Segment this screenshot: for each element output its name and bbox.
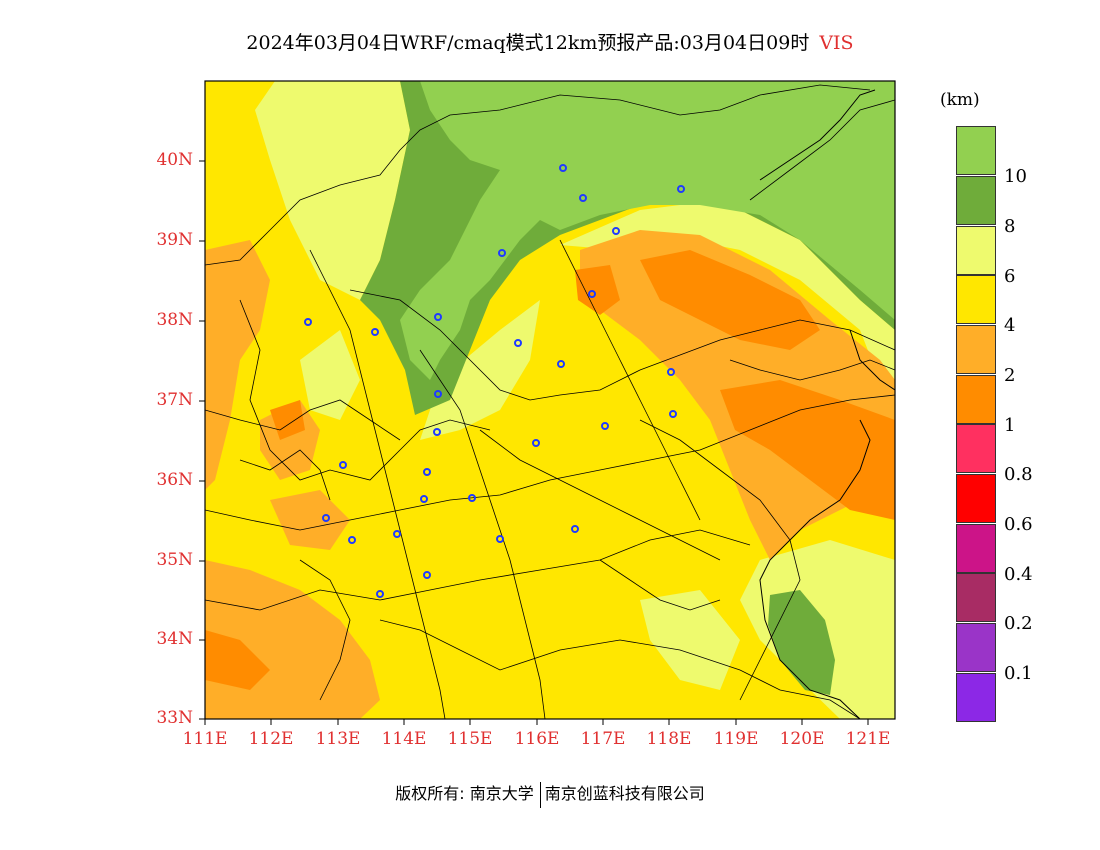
legend-label-6: 6 [1004,266,1016,287]
lon-label-114e: 114E [381,729,427,749]
legend-swatch-10 [956,623,996,672]
legend-label-0-4: 0.4 [1004,564,1033,585]
legend-swatch-7 [956,474,996,523]
legend-label-0-8: 0.8 [1004,464,1033,485]
lon-label-111e: 111E [182,729,228,749]
field-1-2-north-plain [575,265,620,315]
station-marker-icon [588,290,596,298]
station-marker-icon [371,328,379,336]
lat-label-38n: 38N [156,310,193,330]
field-6-8-north [255,81,410,300]
lon-label-117e: 117E [580,729,626,749]
coastline [759,89,895,719]
legend-label-0-1: 0.1 [1004,663,1033,684]
station-marker-icon [434,390,442,398]
map-frame [204,80,896,720]
station-marker-icon [496,535,504,543]
station-marker-icon [376,590,384,598]
station-marker-icon [532,439,540,447]
station-marker-icon [423,468,431,476]
lat-label-40n: 40N [156,150,193,170]
chart-title: 2024年03月04日WRF/cmaq模式12km预报产品:03月04日09时 V… [0,28,1100,55]
lat-label-33n: 33N [156,708,193,728]
lon-label-121e: 121E [845,729,891,749]
lon-label-118e: 118E [646,729,692,749]
legend-label-0-6: 0.6 [1004,514,1033,535]
station-marker-icon [667,368,675,376]
legend-label-8: 8 [1004,216,1016,237]
station-marker-icon [393,530,401,538]
legend-label-10: 10 [1004,166,1027,187]
station-marker-icon [423,571,431,579]
station-marker-icon [468,494,476,502]
station-marker-icon [677,185,685,193]
station-marker-icon [420,495,428,503]
lat-label-35n: 35N [156,550,193,570]
legend-swatch-4 [956,325,996,374]
station-marker-icon [434,313,442,321]
legend-swatch-3 [956,275,996,324]
field-10-north [400,81,895,380]
station-marker-icon [348,536,356,544]
lon-label-112e: 112E [248,729,294,749]
footer-divider [539,781,541,808]
copyright-footer: 版权所有: 南京大学 南京创蓝科技有限公司 [0,780,1100,808]
legend-swatch-2 [956,226,996,275]
legend-swatch-11 [956,673,996,722]
station-markers [304,164,685,598]
station-marker-icon [557,360,565,368]
station-marker-icon [514,339,522,347]
boundary-lines [205,84,895,719]
field-6-8-south [640,590,740,690]
legend-label-4: 4 [1004,315,1016,336]
station-marker-icon [601,422,609,430]
company-text: 南京创蓝科技有限公司 [544,784,705,803]
lat-label-37n: 37N [156,390,193,410]
station-marker-icon [498,249,506,257]
title-variable: VIS [819,32,854,54]
field-6-8-west [300,330,360,420]
visibility-field [205,81,895,719]
station-marker-icon [571,525,579,533]
legend-label-1: 1 [1004,415,1016,436]
legend-swatch-9 [956,573,996,622]
field-6-8-northeast [560,200,895,420]
lat-label-34n: 34N [156,629,193,649]
legend-unit: (km) [940,90,980,110]
legend-swatch-5 [956,375,996,424]
field-2-4-midwest [270,490,350,550]
lat-label-36n: 36N [156,470,193,490]
lon-label-120e: 120E [779,729,825,749]
legend-swatch-8 [956,524,996,573]
legend-label-2: 2 [1004,365,1016,386]
field-1-2-shandong [720,380,895,520]
title-text: 2024年03月04日WRF/cmaq模式12km预报产品:03月04日09时 [246,32,810,54]
lon-label-115e: 115E [447,729,493,749]
axis-ticks [199,160,869,725]
lon-label-116e: 116E [514,729,560,749]
station-marker-icon [322,514,330,522]
field-2-4-west [205,240,270,490]
station-marker-icon [559,164,567,172]
legend-swatch-1 [956,176,996,225]
station-marker-icon [433,428,441,436]
legend-label-0-2: 0.2 [1004,613,1033,634]
station-marker-icon [304,318,312,326]
field-1-2-bohai [640,250,820,350]
station-marker-icon [669,410,677,418]
lon-label-113e: 113E [315,729,361,749]
lon-label-119e: 119E [713,729,759,749]
station-marker-icon [579,194,587,202]
station-marker-icon [339,461,347,469]
legend-swatch-6 [956,424,996,473]
lat-label-39n: 39N [156,230,193,250]
copyright-text: 版权所有: 南京大学 [395,784,534,803]
station-marker-icon [612,227,620,235]
field-8-10-south [768,590,835,695]
field-1-2-southwest [205,630,270,690]
legend-swatch-0 [956,126,996,175]
